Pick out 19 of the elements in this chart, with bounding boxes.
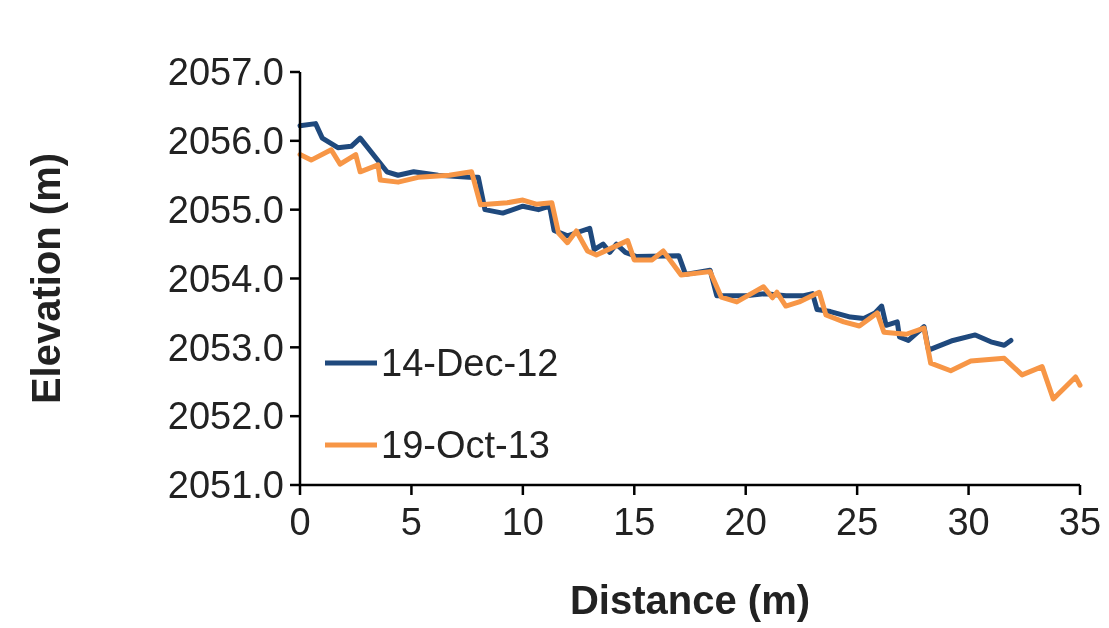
y-tick-label: 2052.0 [167,395,284,438]
legend-label: 19-Oct-13 [381,424,550,467]
y-tick-label: 2053.0 [167,326,284,369]
x-tick-label: 30 [947,501,990,543]
x-tick-label: 20 [724,501,767,543]
y-axis-title: Elevation (m) [24,152,68,405]
y-tick-label: 2054.0 [167,257,284,300]
legend-label: 14-Dec-12 [381,342,559,385]
x-tick-label: 25 [836,501,879,543]
x-tick-label: 15 [613,501,656,543]
x-tick-label: 35 [1058,501,1102,543]
x-tick-label: 10 [501,501,544,543]
y-tick-label: 2051.0 [167,464,284,507]
x-tick-label: 0 [289,501,311,543]
x-tick-label: 5 [400,501,422,543]
y-tick-label: 2056.0 [167,120,284,163]
x-axis-title: Distance (m) [569,578,811,622]
y-tick-label: 2057.0 [167,51,284,94]
y-tick-label: 2055.0 [167,188,284,231]
